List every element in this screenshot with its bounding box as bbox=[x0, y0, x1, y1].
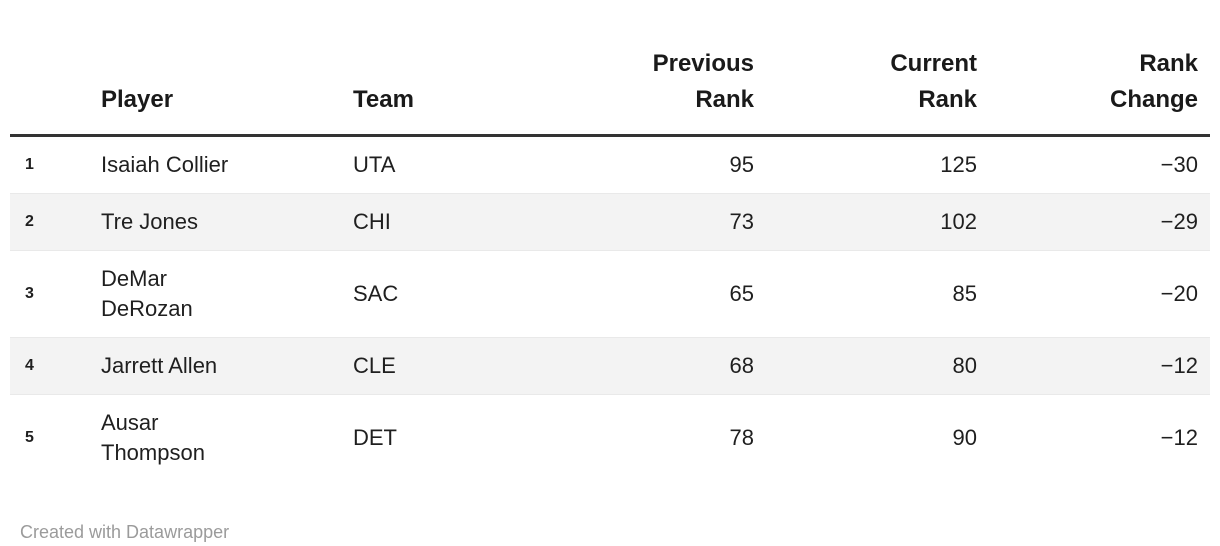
previous-rank-cell: 95 bbox=[562, 135, 766, 194]
player-cell: Isaiah Collier bbox=[89, 135, 341, 194]
column-header-team: Team bbox=[341, 0, 562, 137]
rank-change-cell: −30 bbox=[989, 135, 1210, 194]
row-number-cell: 2 bbox=[10, 193, 89, 251]
row-number-cell: 5 bbox=[25, 429, 34, 446]
ranking-table: Player Team Previous Rank Current Rank R… bbox=[10, 0, 1210, 481]
rank-change-cell: −12 bbox=[1160, 425, 1198, 450]
column-header-row-number bbox=[10, 0, 89, 137]
player-cell: Jarrett Allen bbox=[89, 337, 341, 395]
table-row: 1 Isaiah Collier UTA 95 125 −30 bbox=[10, 135, 1210, 194]
current-rank-cell: 90 bbox=[952, 425, 977, 450]
player-cell: Tre Jones bbox=[89, 193, 341, 251]
attribution-text: Created with Datawrapper bbox=[20, 522, 230, 542]
team-cell: SAC bbox=[341, 250, 562, 338]
previous-rank-cell: 73 bbox=[562, 193, 766, 251]
row-number-cell: 4 bbox=[10, 337, 89, 395]
table-row: 5 Ausar Thompson DET 78 90 −12 bbox=[10, 395, 1210, 482]
rank-change-cell: −12 bbox=[989, 337, 1210, 395]
player-cell: Ausar Thompson bbox=[101, 410, 205, 465]
player-cell: DeMar DeRozan bbox=[89, 250, 341, 338]
team-cell: UTA bbox=[341, 135, 562, 194]
table-row: 3 DeMar DeRozan SAC 65 85 −20 bbox=[10, 250, 1210, 338]
column-header-previous-rank: Previous Rank bbox=[562, 0, 766, 137]
row-number-cell: 1 bbox=[10, 135, 89, 194]
current-rank-cell: 125 bbox=[766, 135, 989, 194]
current-rank-cell: 85 bbox=[766, 250, 989, 338]
previous-rank-cell: 68 bbox=[562, 337, 766, 395]
team-cell: DET bbox=[353, 425, 397, 450]
previous-rank-cell: 65 bbox=[562, 250, 766, 338]
column-header-player: Player bbox=[89, 0, 341, 137]
column-header-current-rank: Current Rank bbox=[766, 0, 989, 137]
previous-rank-cell: 78 bbox=[729, 425, 754, 450]
rank-change-cell: −29 bbox=[989, 193, 1210, 251]
current-rank-cell: 80 bbox=[766, 337, 989, 395]
column-header-rank-change: Rank Change bbox=[989, 0, 1210, 137]
team-cell: CHI bbox=[341, 193, 562, 251]
table-row: 4 Jarrett Allen CLE 68 80 −12 bbox=[10, 337, 1210, 395]
team-cell: CLE bbox=[341, 337, 562, 395]
row-number-cell: 3 bbox=[10, 250, 89, 338]
current-rank-cell: 102 bbox=[766, 193, 989, 251]
rank-change-cell: −20 bbox=[989, 250, 1210, 338]
table-row: 2 Tre Jones CHI 73 102 −29 bbox=[10, 193, 1210, 251]
header-row: Player Team Previous Rank Current Rank R… bbox=[10, 0, 1210, 137]
